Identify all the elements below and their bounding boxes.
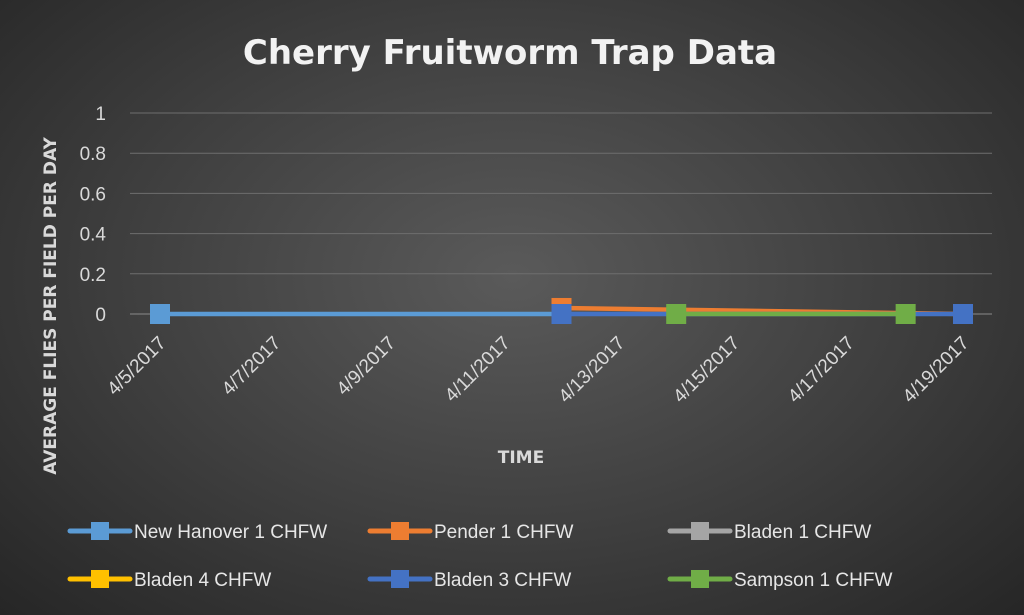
x-tick-label: 4/9/2017: [333, 333, 400, 400]
y-axis-title: AVERAGE FLIES PER FIELD PER DAY: [41, 137, 61, 475]
data-point-marker: [953, 304, 973, 324]
y-tick-label: 0.4: [80, 225, 107, 246]
legend-item: Bladen 4 CHFW: [67, 570, 271, 591]
y-tick-label: 0.6: [80, 184, 106, 205]
x-axis-ticks: 4/5/2017 4/7/2017 4/9/2017 4/11/2017 4/13/20…: [103, 333, 973, 408]
data-point-marker: [666, 304, 687, 324]
series-lines: [150, 297, 973, 324]
x-tick-label: 4/13/2017: [555, 333, 630, 408]
legend-label: New Hanover 1 CHFW: [134, 522, 327, 543]
legend-marker: [91, 570, 109, 588]
legend-item: Bladen 3 CHFW: [367, 570, 571, 591]
data-point-marker: [150, 304, 170, 324]
x-tick-label: 4/7/2017: [218, 333, 285, 400]
x-tick-label: 4/15/2017: [669, 333, 744, 408]
legend-item: Sampson 1 CHFW: [667, 570, 892, 591]
y-tick-label: 0: [95, 305, 106, 326]
x-axis-title: TIME: [498, 448, 544, 468]
gridlines: [130, 112, 992, 315]
legend-label: Sampson 1 CHFW: [734, 570, 892, 591]
legend-label: Bladen 3 CHFW: [434, 570, 571, 591]
legend-label: Bladen 4 CHFW: [134, 570, 271, 591]
legend-marker: [691, 570, 709, 588]
legend-marker: [691, 522, 709, 540]
x-tick-label: 4/11/2017: [441, 333, 515, 407]
series-new-hanover-1-chfw: [150, 304, 572, 324]
x-tick-label: 4/19/2017: [899, 333, 974, 408]
y-tick-label: 0.8: [80, 144, 106, 165]
data-point-marker: [551, 304, 572, 324]
legend-item: Pender 1 CHFW: [367, 522, 573, 543]
legend-label: Bladen 1 CHFW: [734, 522, 871, 543]
legend: New Hanover 1 CHFW Pender 1 CHFW Bladen 1 …: [67, 522, 892, 591]
legend-marker: [91, 522, 109, 540]
legend-marker: [391, 570, 409, 588]
legend-item: Bladen 1 CHFW: [667, 522, 871, 543]
legend-item: New Hanover 1 CHFW: [67, 522, 327, 543]
y-tick-label: 1: [95, 104, 106, 125]
data-point-marker: [895, 304, 916, 324]
legend-marker: [391, 522, 409, 540]
legend-label: Pender 1 CHFW: [434, 522, 573, 543]
y-tick-label: 0.2: [80, 265, 106, 286]
y-axis-ticks: 0 0.2 0.4 0.6 0.8 1: [80, 104, 107, 326]
series-sampson-1-chfw: [666, 304, 916, 324]
chart-title: Cherry Fruitworm Trap Data: [243, 33, 777, 73]
x-tick-label: 4/17/2017: [784, 333, 859, 408]
x-tick-label: 4/5/2017: [103, 333, 170, 400]
